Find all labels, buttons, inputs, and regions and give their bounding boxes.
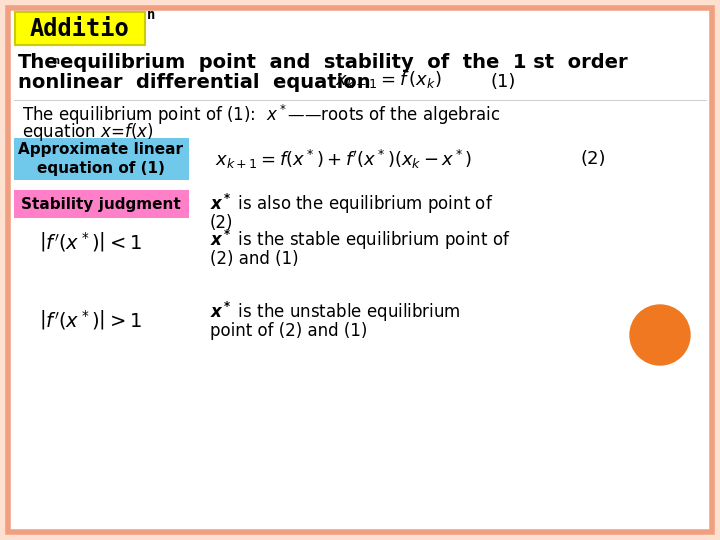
Text: $\bfit{x}^*$ is the stable equilibrium point of: $\bfit{x}^*$ is the stable equilibrium p… <box>210 228 510 252</box>
Text: (1): (1) <box>490 73 516 91</box>
FancyBboxPatch shape <box>8 8 712 532</box>
Text: equation $x$=$f$($x$): equation $x$=$f$($x$) <box>22 121 153 143</box>
Text: Approximate linear
equation of (1): Approximate linear equation of (1) <box>19 141 184 177</box>
Text: The: The <box>18 53 58 72</box>
Text: $\bfit{x}^*$ is also the equilibrium point of: $\bfit{x}^*$ is also the equilibrium poi… <box>210 192 493 216</box>
Bar <box>14 190 189 218</box>
Bar <box>14 138 189 180</box>
Text: equilibrium  point  and  stability  of  the  1 st  order: equilibrium point and stability of the 1… <box>60 53 628 72</box>
Text: (2): (2) <box>580 150 606 168</box>
Text: (2): (2) <box>210 214 233 232</box>
Bar <box>15 12 145 45</box>
Text: nonlinear  differential  equation: nonlinear differential equation <box>18 73 371 92</box>
Text: $\left|f'(x^*)\right| < 1$: $\left|f'(x^*)\right| < 1$ <box>39 230 141 254</box>
Text: $\bfit{x}^*$ is the unstable equilibrium: $\bfit{x}^*$ is the unstable equilibrium <box>210 300 461 324</box>
Circle shape <box>630 305 690 365</box>
Text: n: n <box>147 8 156 22</box>
Text: (2) and (1): (2) and (1) <box>210 250 299 268</box>
Text: Stability judgment: Stability judgment <box>21 197 181 212</box>
Text: point of (2) and (1): point of (2) and (1) <box>210 322 367 340</box>
Text: $x_{k+1} = f\,(x_k)$: $x_{k+1} = f\,(x_k)$ <box>335 70 441 91</box>
Text: $x_{k+1} = f(x^*) + f'(x^*)(x_k - x^*)$: $x_{k+1} = f(x^*) + f'(x^*)(x_k - x^*)$ <box>215 147 472 171</box>
Text: $\left|f'(x^*)\right| > 1$: $\left|f'(x^*)\right| > 1$ <box>39 308 141 332</box>
Text: The equilibrium point of (1):  $x^*$——roots of the algebraic: The equilibrium point of (1): $x^*$——roo… <box>22 103 500 127</box>
Text: Additio: Additio <box>30 17 130 41</box>
Text: $\mathbf{^n}$: $\mathbf{^n}$ <box>52 56 60 70</box>
